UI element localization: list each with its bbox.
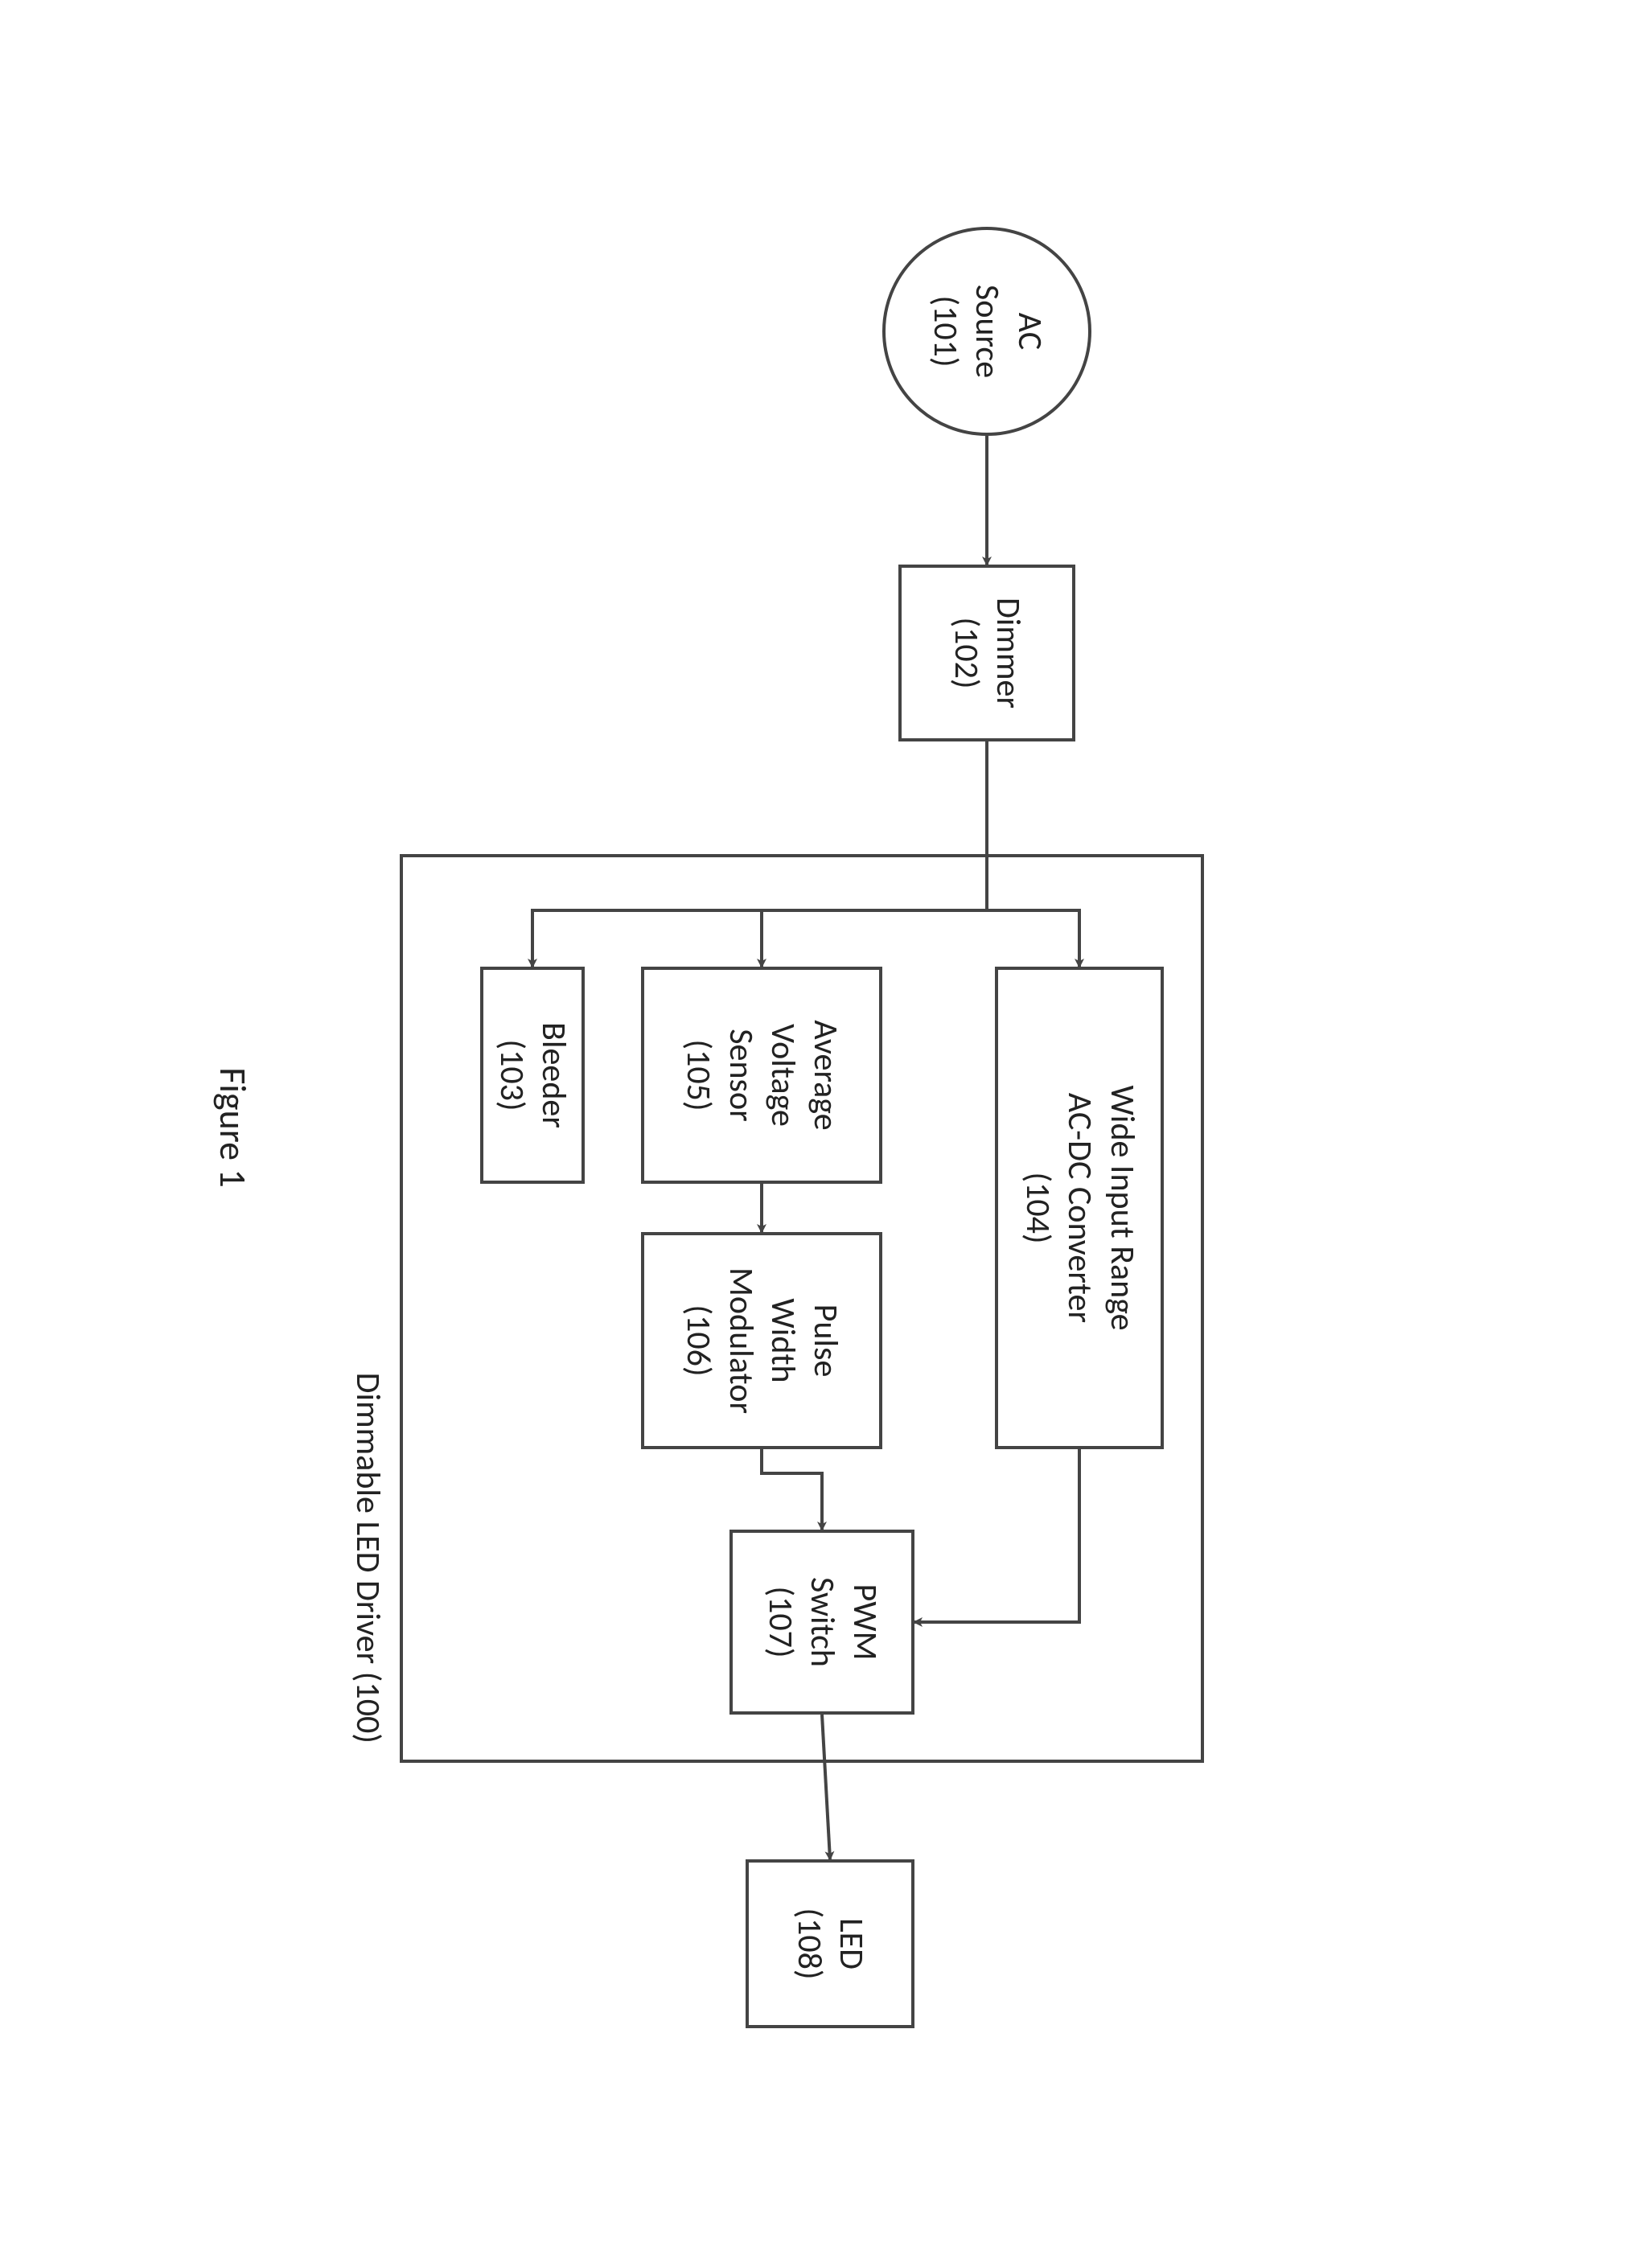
block-diagram: Dimmable LED Driver (100) ACSource(101) … [142, 162, 1510, 2093]
pwm-modulator-node: PulseWidthModulator(106) [641, 1232, 882, 1449]
node-label-line: (106) [677, 1304, 720, 1376]
node-label-line: (108) [788, 1908, 831, 1979]
node-label-line: (102) [945, 617, 988, 688]
led-node: LED(108) [746, 1859, 914, 2028]
node-label-line: AC [1008, 313, 1050, 350]
node-label-line: Source [966, 285, 1009, 378]
node-label-line: (104) [1016, 1172, 1058, 1243]
node-label-line: AC-DC Converter [1058, 1093, 1101, 1323]
node-label-line: (105) [677, 1039, 720, 1111]
node-label-line: (107) [758, 1586, 801, 1657]
voltage-sensor-node: AverageVoltageSensor(105) [641, 967, 882, 1184]
node-label-line: (103) [491, 1039, 533, 1111]
node-label-line: Voltage [762, 1024, 804, 1127]
converter-node: Wide Input RangeAC-DC Converter(104) [995, 967, 1164, 1449]
node-label-line: Modulator [720, 1267, 762, 1414]
ac-source-node: ACSource(101) [882, 227, 1091, 436]
figure-caption: Figure 1 [210, 1067, 255, 1188]
node-label-line: Sensor [720, 1029, 762, 1121]
node-label-line: Width [762, 1298, 804, 1382]
driver-container-label: Dimmable LED Driver (100) [347, 1373, 389, 1744]
node-label-line: Average [804, 1020, 847, 1130]
node-label-line: (101) [923, 295, 966, 367]
node-label-line: Wide Input Range [1100, 1085, 1143, 1330]
node-label-line: PWM [843, 1584, 886, 1661]
node-label-line: LED [830, 1918, 873, 1970]
pwm-switch-node: PWMSwitch(107) [729, 1530, 914, 1715]
bleeder-node: Bleeder(103) [480, 967, 585, 1184]
node-label-line: Pulse [804, 1304, 847, 1378]
dimmer-node: Dimmer(102) [898, 565, 1075, 741]
node-label-line: Bleeder [532, 1022, 575, 1128]
node-label-line: Dimmer [987, 598, 1029, 709]
node-label-line: Switch [801, 1577, 844, 1667]
